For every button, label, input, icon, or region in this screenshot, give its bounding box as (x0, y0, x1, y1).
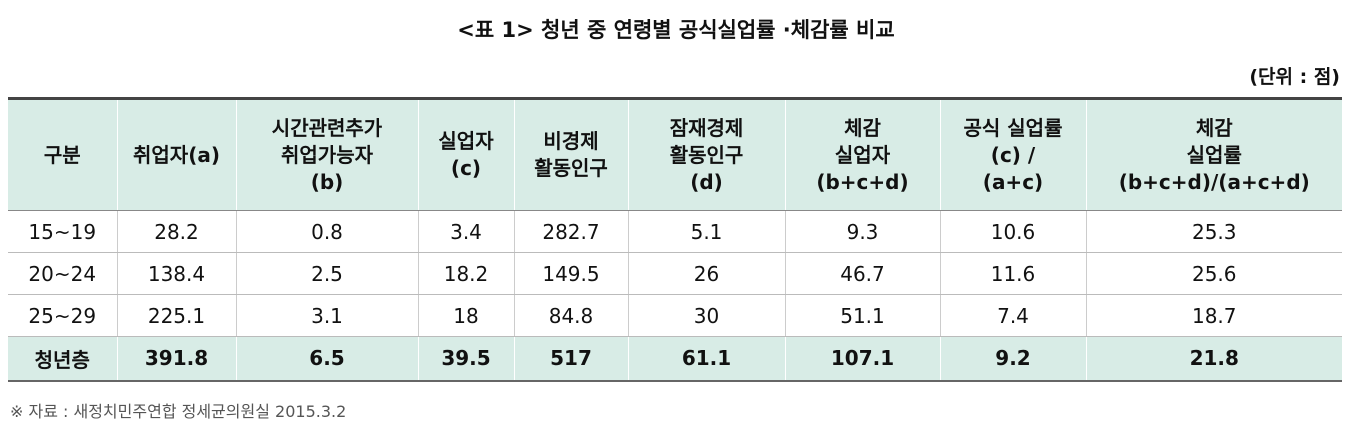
header-line: 시간관련추가 (271, 115, 383, 140)
table-cell: 5.1 (627, 210, 785, 253)
column-header: 체감 실업자 (b+c+d) (784, 97, 940, 211)
table-row: 청년층 391.8 6.5 39.5 517 61.1 107.1 9.2 21.8 (8, 336, 1342, 382)
table-cell: 25.3 (1085, 210, 1342, 253)
row-label: 청년층 (8, 336, 117, 382)
row-label: 15~19 (8, 210, 117, 253)
header-line: 실업자 (834, 142, 891, 167)
table-cell: 18 (417, 294, 514, 337)
header-line: 공식 실업률 (963, 115, 1063, 140)
table-cell: 3.1 (235, 294, 418, 337)
header-line: (c) / (990, 142, 1036, 167)
column-header: 취업자(a) (116, 97, 236, 211)
header-line: 구분 (43, 142, 81, 167)
header-line: 체감 (844, 115, 881, 140)
title: <표 1> 청년 중 연령별 공식실업률 ·체감률 비교 (457, 18, 895, 42)
table-cell: 18.7 (1085, 294, 1342, 337)
table-cell: 282.7 (513, 210, 628, 253)
table-row: 25~29 225.1 3.1 18 84.8 30 51.1 7.4 18.7 (8, 294, 1342, 337)
column-header: 잠재경제 활동인구 (d) (627, 97, 785, 211)
table-cell: 39.5 (417, 336, 514, 382)
table-row: 20~24 138.4 2.5 18.2 149.5 26 46.7 11.6 25.6 (8, 252, 1342, 295)
header-line: 활동인구 (534, 156, 608, 180)
table-cell: 26 (627, 252, 785, 295)
header-line: 취업가능자 (281, 142, 373, 167)
header-line: (b) (310, 169, 344, 194)
row-label: 25~29 (8, 294, 117, 337)
header-line: 활동인구 (669, 142, 744, 167)
header-line: (b+c+d)/(a+c+d) (1118, 169, 1310, 194)
table-cell: 11.6 (939, 252, 1086, 295)
table-cell: 7.4 (939, 294, 1086, 337)
header-line: 실업자 (438, 129, 494, 153)
header-line: 취업자(a) (133, 142, 220, 167)
table-cell: 84.8 (513, 294, 628, 337)
header-line: 비경제 (543, 129, 599, 153)
column-header: 시간관련추가 취업가능자 (b) (235, 97, 418, 211)
unit-label: (단위 : 점) (1249, 66, 1340, 88)
table-body: 15~19 28.2 0.8 3.4 282.7 5.1 9.3 10.6 25.3 20~24 1… (8, 210, 1342, 382)
table-cell: 107.1 (784, 336, 940, 382)
column-header: 구분 (8, 97, 117, 211)
column-header: 공식 실업률 (c) / (a+c) (939, 97, 1086, 211)
table-cell: 30 (627, 294, 785, 337)
header-line: 실업률 (1186, 142, 1242, 167)
table-cell: 138.4 (116, 252, 236, 295)
source-note: ※ 자료 : 새정치민주연합 정세균의원실 2015.3.2 (10, 402, 347, 421)
table-cell: 2.5 (235, 252, 418, 295)
table-cell: 61.1 (627, 336, 785, 382)
table-cell: 10.6 (939, 210, 1086, 253)
data-table: 구분 취업자(a) 시간관련추가 취업가능자 (b) 실업자 (c) 비경제 활동인구 잠재경제 활… (8, 97, 1342, 382)
header-line: (d) (690, 169, 723, 194)
table-row: 15~19 28.2 0.8 3.4 282.7 5.1 9.3 10.6 25.3 (8, 210, 1342, 253)
table-cell: 28.2 (116, 210, 236, 253)
table-cell: 149.5 (513, 252, 628, 295)
header-row: 구분 취업자(a) 시간관련추가 취업가능자 (b) 실업자 (c) 비경제 활동인구 잠재경제 활… (8, 97, 1342, 211)
table-cell: 0.8 (235, 210, 418, 253)
table-cell: 25.6 (1085, 252, 1342, 295)
table-cell: 9.3 (784, 210, 940, 253)
header-line: (c) (450, 156, 482, 180)
header-line: 잠재경제 (669, 115, 744, 140)
table-cell: 21.8 (1085, 336, 1342, 382)
table-cell: 18.2 (417, 252, 514, 295)
table-header: 구분 취업자(a) 시간관련추가 취업가능자 (b) 실업자 (c) 비경제 활동인구 잠재경제 활… (8, 97, 1342, 211)
table-cell: 46.7 (784, 252, 940, 295)
table-cell: 517 (513, 336, 628, 382)
table-cell: 225.1 (116, 294, 236, 337)
table-cell: 391.8 (116, 336, 236, 382)
table-cell: 3.4 (417, 210, 514, 253)
header-line: (b+c+d) (816, 169, 909, 194)
column-header: 실업자 (c) (417, 97, 514, 211)
table-cell: 51.1 (784, 294, 940, 337)
header-line: 체감 (1195, 115, 1233, 140)
table-cell: 9.2 (939, 336, 1086, 382)
row-label: 20~24 (8, 252, 117, 295)
column-header: 체감 실업률 (b+c+d)/(a+c+d) (1085, 97, 1342, 211)
header-line: (a+c) (982, 169, 1044, 194)
table-cell: 6.5 (235, 336, 418, 382)
